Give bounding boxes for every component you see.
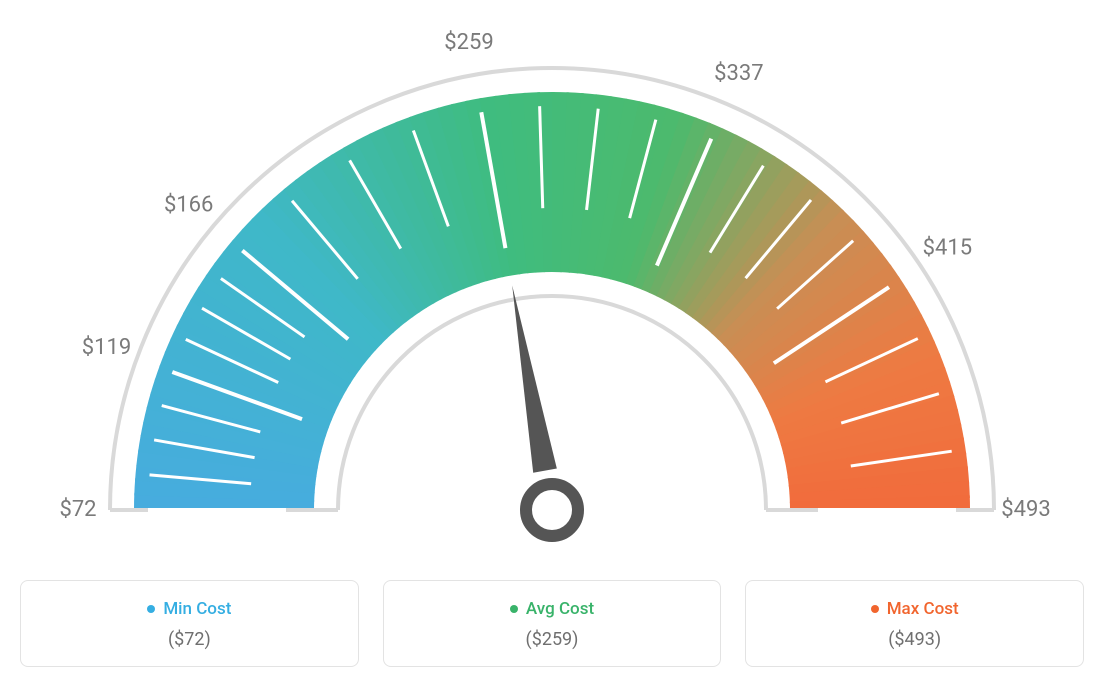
legend-label-row: Avg Cost — [510, 599, 594, 619]
legend-dot — [871, 605, 879, 613]
gauge-svg: $72 $119 $166 $259 $337 $415 $493 — [20, 20, 1084, 560]
tick-label: $166 — [164, 192, 213, 217]
legend-value: ($72) — [168, 629, 211, 650]
tick-label: $72 — [59, 497, 96, 522]
tick-label: $259 — [444, 30, 493, 55]
legend-row: Min Cost ($72) Avg Cost ($259) Max Cost ($493… — [20, 580, 1084, 667]
legend-value: ($259) — [526, 629, 579, 650]
legend-value: ($493) — [888, 629, 941, 650]
tick-label: $119 — [82, 335, 131, 360]
tick-label: $337 — [714, 61, 763, 86]
gauge-band — [134, 92, 970, 510]
cost-gauge-chart: $72 $119 $166 $259 $337 $415 $493 — [20, 20, 1084, 560]
legend-label: Max Cost — [887, 599, 959, 619]
legend-card: Max Cost ($493) — [745, 580, 1084, 667]
gauge-needle — [512, 285, 557, 472]
legend-card: Min Cost ($72) — [20, 580, 359, 667]
legend-dot — [147, 605, 155, 613]
legend-label-row: Min Cost — [147, 599, 231, 619]
inner-outline-arc — [338, 296, 766, 510]
tick-label: $493 — [1001, 497, 1050, 522]
gauge-needle-hub — [526, 484, 578, 536]
legend-label: Min Cost — [163, 599, 231, 619]
legend-label: Avg Cost — [526, 599, 594, 619]
legend-card: Avg Cost ($259) — [383, 580, 722, 667]
tick-label: $415 — [923, 235, 972, 260]
legend-label-row: Max Cost — [871, 599, 959, 619]
legend-dot — [510, 605, 518, 613]
